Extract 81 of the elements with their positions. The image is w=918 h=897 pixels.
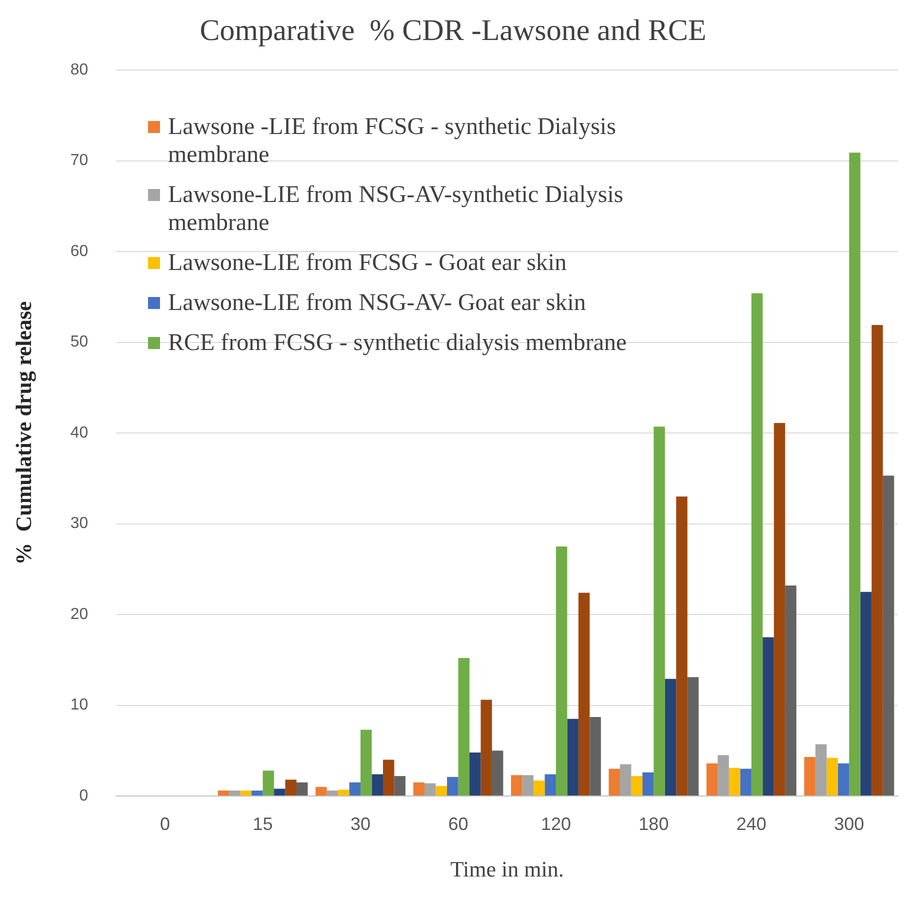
legend-label: RCE from FCSG - synthetic dialysis membrane	[168, 329, 627, 357]
bar	[826, 758, 838, 796]
bar	[762, 637, 774, 796]
bar	[718, 755, 729, 796]
bar	[413, 782, 425, 796]
bar	[804, 756, 816, 796]
bar	[240, 790, 252, 796]
bar	[252, 790, 263, 796]
bar	[360, 730, 372, 796]
bar	[620, 764, 632, 796]
y-tick-label: 40	[70, 424, 88, 442]
chart-title: Comparative % CDR -Lawsone and RCE	[200, 14, 706, 47]
y-tick-label: 30	[70, 515, 88, 532]
bar	[872, 325, 883, 796]
bar	[522, 775, 534, 796]
bar	[785, 585, 796, 796]
legend-label: Lawsone -LIE from FCSG - synthetic Dialysis membrane	[168, 113, 617, 169]
y-tick-label: 50	[70, 334, 88, 351]
x-tick-label: 60	[448, 814, 468, 834]
bar	[316, 786, 327, 796]
y-tick-label: 0	[79, 787, 88, 804]
x-tick-label: 300	[834, 814, 864, 834]
bar	[882, 476, 894, 796]
bar	[631, 776, 642, 796]
bar	[664, 678, 676, 796]
bar	[815, 744, 827, 796]
y-tick-label: 10	[70, 696, 88, 714]
x-tick-label: 0	[160, 814, 170, 834]
bar	[676, 496, 688, 796]
bar	[642, 772, 654, 796]
bar	[556, 546, 568, 796]
bar	[296, 782, 308, 796]
x-axis-title: Time in min.	[450, 856, 564, 882]
bar	[492, 750, 504, 796]
bar	[608, 768, 620, 796]
x-tick-label: 240	[736, 814, 766, 834]
bar	[849, 152, 860, 796]
legend-label: Lawsone-LIE from NSG-AV-synthetic Dialysis membrane	[168, 181, 624, 237]
x-tick-label: 15	[252, 814, 273, 834]
bar	[838, 763, 850, 796]
bar	[218, 790, 230, 796]
bar	[544, 774, 556, 796]
bar	[740, 768, 752, 796]
bar	[751, 293, 763, 796]
x-tick-label: 120	[540, 814, 571, 834]
bar	[458, 658, 470, 796]
bar	[382, 760, 394, 796]
bar	[511, 775, 522, 796]
x-tick-label: 30	[350, 814, 371, 834]
bar	[567, 718, 578, 796]
bar	[687, 677, 699, 796]
bar	[274, 788, 286, 796]
bar	[285, 780, 296, 796]
bar	[578, 592, 590, 796]
bar	[424, 783, 436, 796]
bar	[860, 592, 872, 796]
y-axis-title: % Cumulative drug release	[10, 300, 36, 565]
bar	[447, 776, 458, 796]
legend-label: Lawsone-LIE from NSG-AV- Goat ear skin	[168, 289, 586, 317]
bar	[326, 790, 338, 796]
bar	[338, 790, 350, 796]
bar	[349, 782, 361, 796]
bar	[436, 786, 447, 796]
y-tick-label: 60	[70, 242, 88, 260]
bar	[706, 763, 718, 796]
x-tick-label: 180	[638, 814, 669, 834]
bar	[469, 752, 481, 796]
bar	[774, 423, 786, 796]
bar	[480, 700, 492, 796]
y-tick-label: 80	[70, 61, 88, 78]
bar	[372, 774, 383, 796]
bar	[262, 770, 274, 796]
bar	[654, 426, 665, 796]
y-tick-label: 70	[70, 152, 88, 170]
legend-label: Lawsone-LIE from FCSG - Goat ear skin	[168, 249, 567, 277]
bar	[533, 780, 545, 796]
bar	[394, 776, 406, 796]
bar	[590, 717, 601, 796]
bar	[229, 790, 240, 796]
y-tick-label: 20	[70, 606, 88, 623]
bar	[728, 768, 740, 796]
